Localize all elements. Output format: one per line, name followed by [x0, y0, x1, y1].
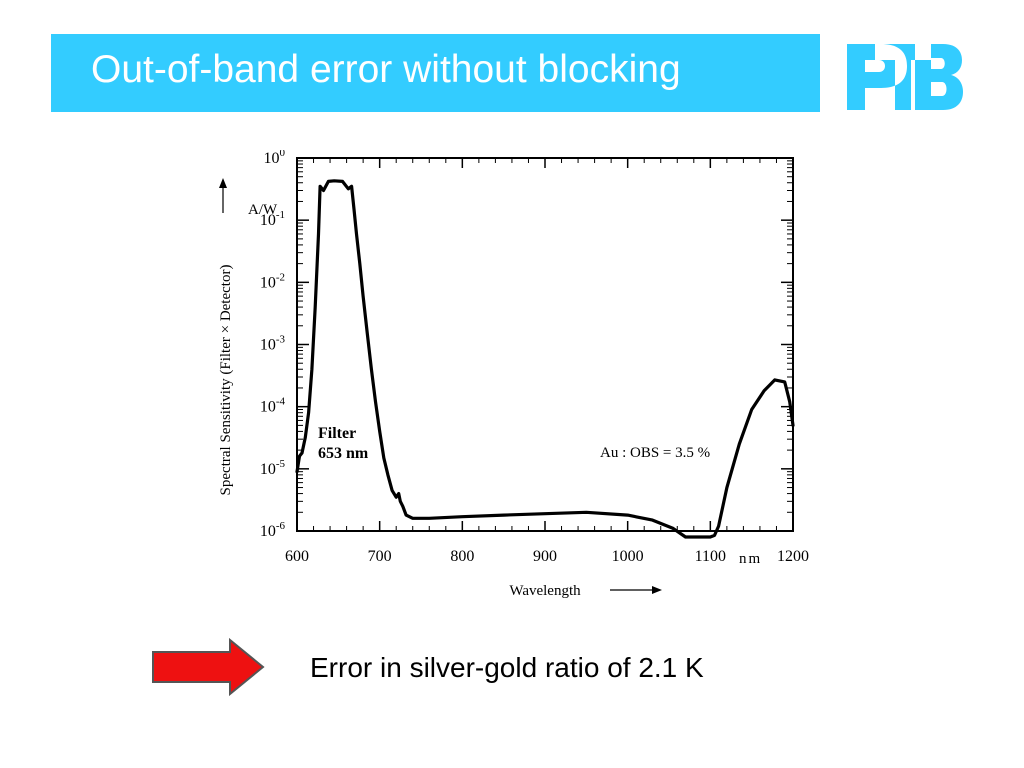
sensitivity-series-line: [295, 179, 795, 539]
conclusion-note: Error in silver-gold ratio of 2.1 K: [150, 638, 850, 698]
x-tick-label: 600: [285, 548, 309, 565]
x-unit-label: nm: [739, 551, 762, 567]
y-tick-label-exponent: -3: [276, 334, 286, 346]
x-tick-label: 800: [450, 548, 474, 565]
y-axis-label: Spectral Sensitivity (Filter × Detector): [218, 265, 234, 496]
y-tick-label: 10-4: [260, 396, 286, 416]
conclusion-text: Error in silver-gold ratio of 2.1 K: [310, 652, 704, 683]
filter-annotation-line1: Filter: [318, 425, 356, 442]
y-tick-label-base: 10: [260, 461, 276, 478]
y-tick-label-exponent: -6: [276, 520, 286, 532]
y-tick-label-exponent: -4: [276, 396, 286, 408]
y-tick-label: 10-5: [260, 458, 286, 478]
right-arrow-shape: [152, 638, 265, 696]
y-tick-label: 100: [264, 150, 286, 167]
slide-title: Out-of-band error without blocking: [91, 48, 681, 91]
x-tick-label: 700: [368, 548, 392, 565]
x-axis-label-arrow-head: [652, 586, 662, 594]
right-arrow-icon: [152, 638, 265, 696]
ptb-logo-mark: [847, 44, 963, 110]
y-tick-label-base: 10: [260, 212, 276, 229]
x-tick-label: 1200: [777, 548, 809, 565]
y-tick-label-exponent: -1: [276, 209, 285, 221]
x-tick-label: 900: [533, 548, 557, 565]
y-tick-label-exponent: -5: [276, 458, 286, 470]
x-axis-label: Wavelength: [509, 583, 581, 599]
y-tick-label-base: 10: [260, 337, 276, 354]
y-tick-label: 10-1: [260, 209, 285, 229]
y-tick-label: 10-6: [260, 520, 286, 540]
x-tick-label: 1000: [612, 548, 644, 565]
ptb-logo: [847, 44, 963, 110]
y-tick-label-base: 10: [260, 399, 276, 416]
y-tick-label: 10-3: [260, 334, 286, 354]
x-axis-ticks: 600 700 800 900 1000 1100 1200: [285, 158, 809, 565]
y-tick-label-exponent: -2: [276, 271, 285, 283]
y-axis-label-arrow-head: [219, 178, 227, 188]
y-tick-label: 10-2: [260, 271, 285, 291]
y-tick-label-exponent: 0: [280, 150, 286, 159]
title-bar: Out-of-band error without blocking: [51, 34, 820, 112]
x-tick-label: 1100: [695, 548, 726, 565]
y-tick-label-base: 10: [260, 274, 276, 291]
y-tick-label-base: 10: [264, 150, 280, 167]
filter-annotation-line2: 653 nm: [318, 445, 369, 462]
ratio-annotation: Au : OBS = 3.5 %: [600, 445, 710, 461]
y-tick-label-base: 10: [260, 523, 276, 540]
plot-frame: [296, 157, 794, 532]
y-unit-label: A/W: [248, 202, 278, 218]
